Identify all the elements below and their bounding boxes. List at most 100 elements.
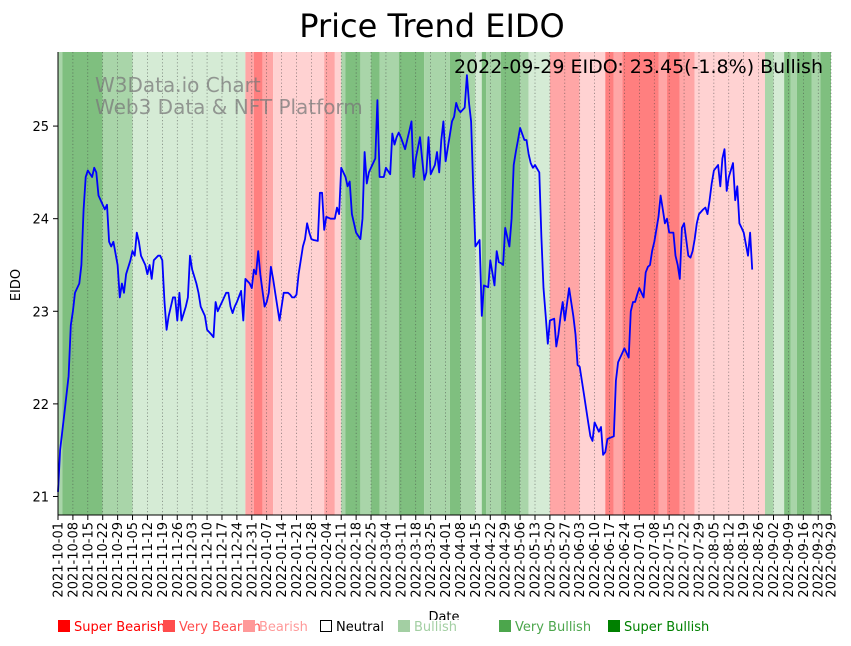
band-very_bullish xyxy=(784,52,791,515)
band-bullish xyxy=(341,52,346,515)
band-very_bullish xyxy=(820,52,831,515)
x-tick-label: 2021-10-15 xyxy=(81,522,96,598)
legend-label: Neutral xyxy=(336,620,384,635)
plot-frame xyxy=(57,52,831,516)
y-tick-label: 23 xyxy=(32,305,49,320)
band-bearish xyxy=(679,52,695,515)
legend-item: Super Bearish xyxy=(58,620,165,635)
band-very_bullish xyxy=(796,52,812,515)
legend-swatch xyxy=(243,620,255,632)
legend-label: Bullish xyxy=(414,620,458,635)
x-tick-label: 2021-10-22 xyxy=(96,522,111,598)
band-very_bullish xyxy=(371,52,380,515)
x-tick-label: 2021-11-05 xyxy=(126,522,141,598)
x-tick-label: 2022-08-26 xyxy=(752,522,767,598)
x-tick-label: 2021-10-01 xyxy=(52,522,67,598)
x-tick-label: 2022-02-25 xyxy=(365,522,380,598)
band-slightly_bullish xyxy=(773,52,785,515)
x-tick-label: 2022-04-08 xyxy=(454,522,469,598)
x-tick-label: 2022-04-15 xyxy=(469,522,484,598)
x-tick-label: 2022-01-07 xyxy=(260,522,275,598)
x-tick-label: 2022-07-08 xyxy=(648,522,663,598)
x-tick-label: 2021-11-26 xyxy=(171,522,186,598)
legend-label: Super Bullish xyxy=(624,620,710,635)
y-axis: 21 22 23 24 25 xyxy=(32,120,58,505)
x-tick-label: 2022-03-18 xyxy=(409,522,424,598)
x-tick-label: 2022-09-16 xyxy=(797,522,812,598)
legend-item: Very Bullish xyxy=(499,620,591,635)
x-tick-label: 2022-06-17 xyxy=(603,522,618,598)
x-tick-label: 2022-09-09 xyxy=(782,522,797,598)
x-tick-label: 2021-12-31 xyxy=(245,522,260,598)
x-tick-label: 2022-07-29 xyxy=(693,522,708,598)
band-slightly_bullish xyxy=(528,52,550,515)
band-bullish xyxy=(379,52,399,515)
band-bullish xyxy=(360,52,372,515)
legend: Super Bearish Very Bearish Bearish Neutral B… xyxy=(58,620,848,640)
y-tick-label: 25 xyxy=(32,120,49,135)
legend-swatch xyxy=(163,620,175,632)
x-tick-label: 2022-07-22 xyxy=(678,522,693,598)
band-slightly_bearish xyxy=(579,52,606,515)
band-very_bullish xyxy=(345,52,361,515)
x-tick-label: 2022-03-04 xyxy=(379,522,394,598)
legend-swatch xyxy=(58,620,70,632)
legend-item: Neutral xyxy=(320,620,384,635)
x-tick-label: 2021-11-12 xyxy=(141,522,156,598)
x-tick-label: 2022-03-25 xyxy=(424,522,439,598)
x-tick-label: 2022-01-21 xyxy=(290,522,305,598)
watermark-line-2: Web3 Data & NFT Platform xyxy=(95,95,363,119)
x-tick-label: 2022-01-28 xyxy=(305,522,320,598)
legend-label: Bearish xyxy=(259,620,308,635)
x-tick-label: 2022-09-29 xyxy=(825,522,840,598)
legend-label: Very Bearish xyxy=(179,620,261,635)
legend-swatch xyxy=(398,620,410,632)
x-tick-label: 2021-10-29 xyxy=(111,522,126,598)
band-bullish xyxy=(811,52,821,515)
x-gridlines xyxy=(57,52,832,515)
price-annotation: 2022-09-29 EIDO: 23.45(-1.8%) Bullish xyxy=(454,56,823,78)
x-axis-label: Date xyxy=(428,610,459,620)
band-very_bullish xyxy=(449,52,461,515)
x-tick-label: 2021-12-03 xyxy=(186,522,201,598)
x-tick-label: 2022-09-02 xyxy=(767,522,782,598)
legend-label: Very Bullish xyxy=(515,620,592,635)
legend-label: Super Bearish xyxy=(74,620,166,635)
x-tick-label: 2022-05-27 xyxy=(558,522,573,598)
watermark-line-1: W3Data.io Chart xyxy=(95,73,261,97)
x-tick-label: 2022-02-04 xyxy=(320,522,335,598)
x-tick-label: 2022-07-01 xyxy=(633,522,648,598)
band-slightly_bullish xyxy=(475,52,482,515)
x-tick-label: 2022-02-18 xyxy=(350,522,365,598)
x-tick-label: 2022-03-11 xyxy=(394,522,409,598)
legend-item: Bullish xyxy=(398,620,457,635)
band-very_bearish xyxy=(253,52,263,515)
band-bearish xyxy=(262,52,274,515)
band-bearish xyxy=(324,52,335,515)
y-axis-label: EIDO xyxy=(9,269,24,301)
y-tick-label: 24 xyxy=(32,213,49,228)
x-tick-label: 2022-01-14 xyxy=(275,522,290,598)
x-tick-label: 2022-08-12 xyxy=(722,522,737,598)
x-axis: 2021-10-01 2021-10-08 2021-10-15 2021-10-22… xyxy=(52,515,840,598)
band-bearish xyxy=(613,52,623,515)
legend-item: Bearish xyxy=(243,620,308,635)
x-tick-label: 2021-12-17 xyxy=(216,522,231,598)
band-very_bullish xyxy=(481,52,487,515)
x-tick-label: 2022-05-20 xyxy=(543,522,558,598)
series-line-eido xyxy=(57,74,754,492)
band-very_bearish xyxy=(667,52,680,515)
x-tick-label: 2022-06-10 xyxy=(588,522,603,598)
x-tick-label: 2022-02-11 xyxy=(335,522,350,598)
x-tick-label: 2021-12-24 xyxy=(230,522,245,598)
y-tick-label: 22 xyxy=(32,398,49,413)
x-tick-label: 2021-12-10 xyxy=(201,522,216,598)
x-tick-label: 2022-06-24 xyxy=(618,522,633,598)
band-very_bullish xyxy=(62,52,103,515)
x-tick-label: 2022-06-03 xyxy=(573,522,588,598)
x-tick-label: 2022-04-22 xyxy=(484,522,499,598)
sentiment-bands xyxy=(58,52,831,515)
price-series xyxy=(57,74,754,492)
legend-item: Very Bearish xyxy=(163,620,261,635)
legend-swatch xyxy=(320,620,332,632)
